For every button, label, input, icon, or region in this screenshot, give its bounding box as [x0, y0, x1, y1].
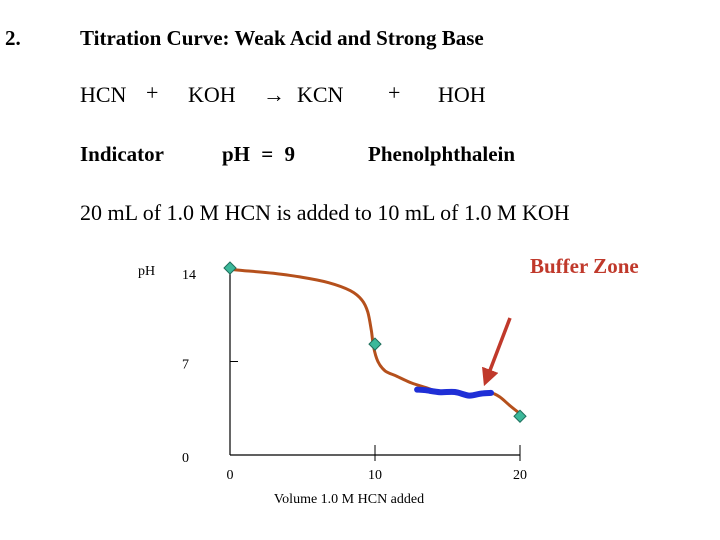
- indicator-name: Phenolphthalein: [368, 142, 516, 166]
- y-tick-label: 0: [182, 451, 189, 466]
- problem-statement: 20 mL of 1.0 M HCN is added to 10 mL of …: [80, 200, 570, 225]
- equivalence-marker: [223, 261, 237, 275]
- indicator-ph: pH = 9: [222, 142, 295, 166]
- x-axis-label: Volume 1.0 M HCN added: [274, 492, 424, 507]
- y-axis-label: pH: [138, 264, 155, 279]
- buffer-zone-label: Buffer Zone: [530, 254, 639, 278]
- product-hoh: HOH: [438, 82, 486, 107]
- equivalence-marker: [368, 337, 382, 351]
- plus-sign: +: [388, 80, 401, 105]
- reaction-arrow-icon: →: [263, 82, 285, 107]
- slide-title: Titration Curve: Weak Acid and Strong Ba…: [80, 26, 484, 50]
- buffer-zone-segment: [414, 386, 494, 399]
- slide-number: 2.: [5, 26, 21, 50]
- equivalence-marker: [513, 409, 527, 423]
- x-tick-label: 10: [368, 468, 382, 483]
- product-kcn: KCN: [297, 82, 344, 107]
- reactant-hcn: HCN: [80, 82, 127, 107]
- y-tick-label: 7: [182, 358, 189, 373]
- x-tick-label: 0: [227, 468, 234, 483]
- buffer-zone-arrow-icon: [482, 317, 512, 387]
- plus-sign: +: [146, 80, 159, 105]
- reactant-koh: KOH: [188, 82, 236, 107]
- indicator-label: Indicator: [80, 142, 164, 166]
- x-tick-label: 20: [513, 468, 527, 483]
- y-tick-label: 14: [182, 268, 196, 283]
